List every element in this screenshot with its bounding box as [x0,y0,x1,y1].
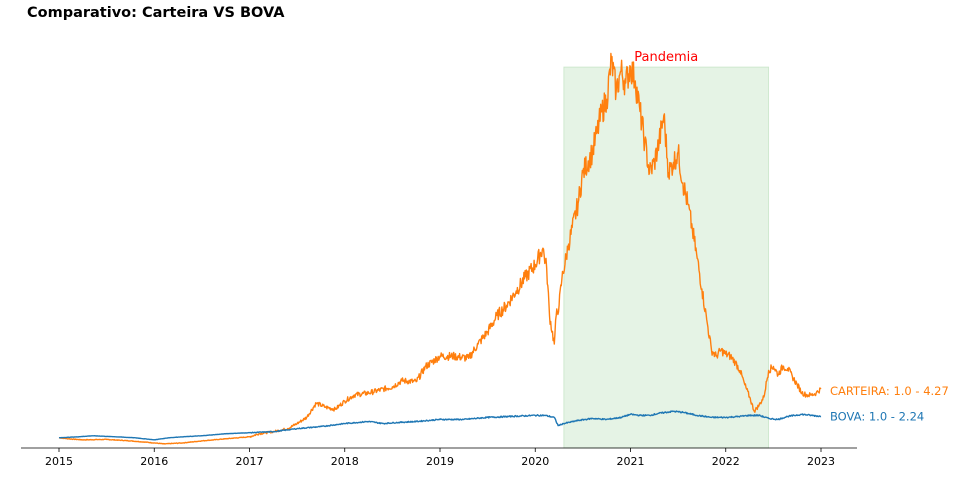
x-tick-label: 2019 [426,455,454,468]
series-line-carteira [58,52,822,445]
x-tick-label: 2015 [45,455,73,468]
x-tick-label: 2017 [236,455,264,468]
x-axis: 2015 2016 2017 2018 2019 2020 2021 2022 2023 [21,447,857,468]
chart-title: Comparativo: Carteira VS BOVA [27,5,285,21]
shaded-region-layer: Pandemia [563,50,770,449]
x-tick-label: 2018 [331,455,359,468]
x-tick-label: 2016 [140,455,168,468]
x-tick-label: 2023 [807,455,835,468]
series-line-bova [58,410,822,441]
shaded-region [563,66,770,449]
series-layer [58,52,822,445]
x-tick-label: 2021 [617,455,645,468]
series-end-labels: CARTEIRA: 1.0 - 4.27 BOVA: 1.0 - 2.24 [830,384,949,424]
shaded-region-label: Pandemia [634,50,698,65]
x-tick-label: 2020 [521,455,549,468]
series-end-label-carteira: CARTEIRA: 1.0 - 4.27 [830,384,949,398]
series-end-label-bova: BOVA: 1.0 - 2.24 [830,409,924,423]
x-tick-label: 2022 [712,455,740,468]
